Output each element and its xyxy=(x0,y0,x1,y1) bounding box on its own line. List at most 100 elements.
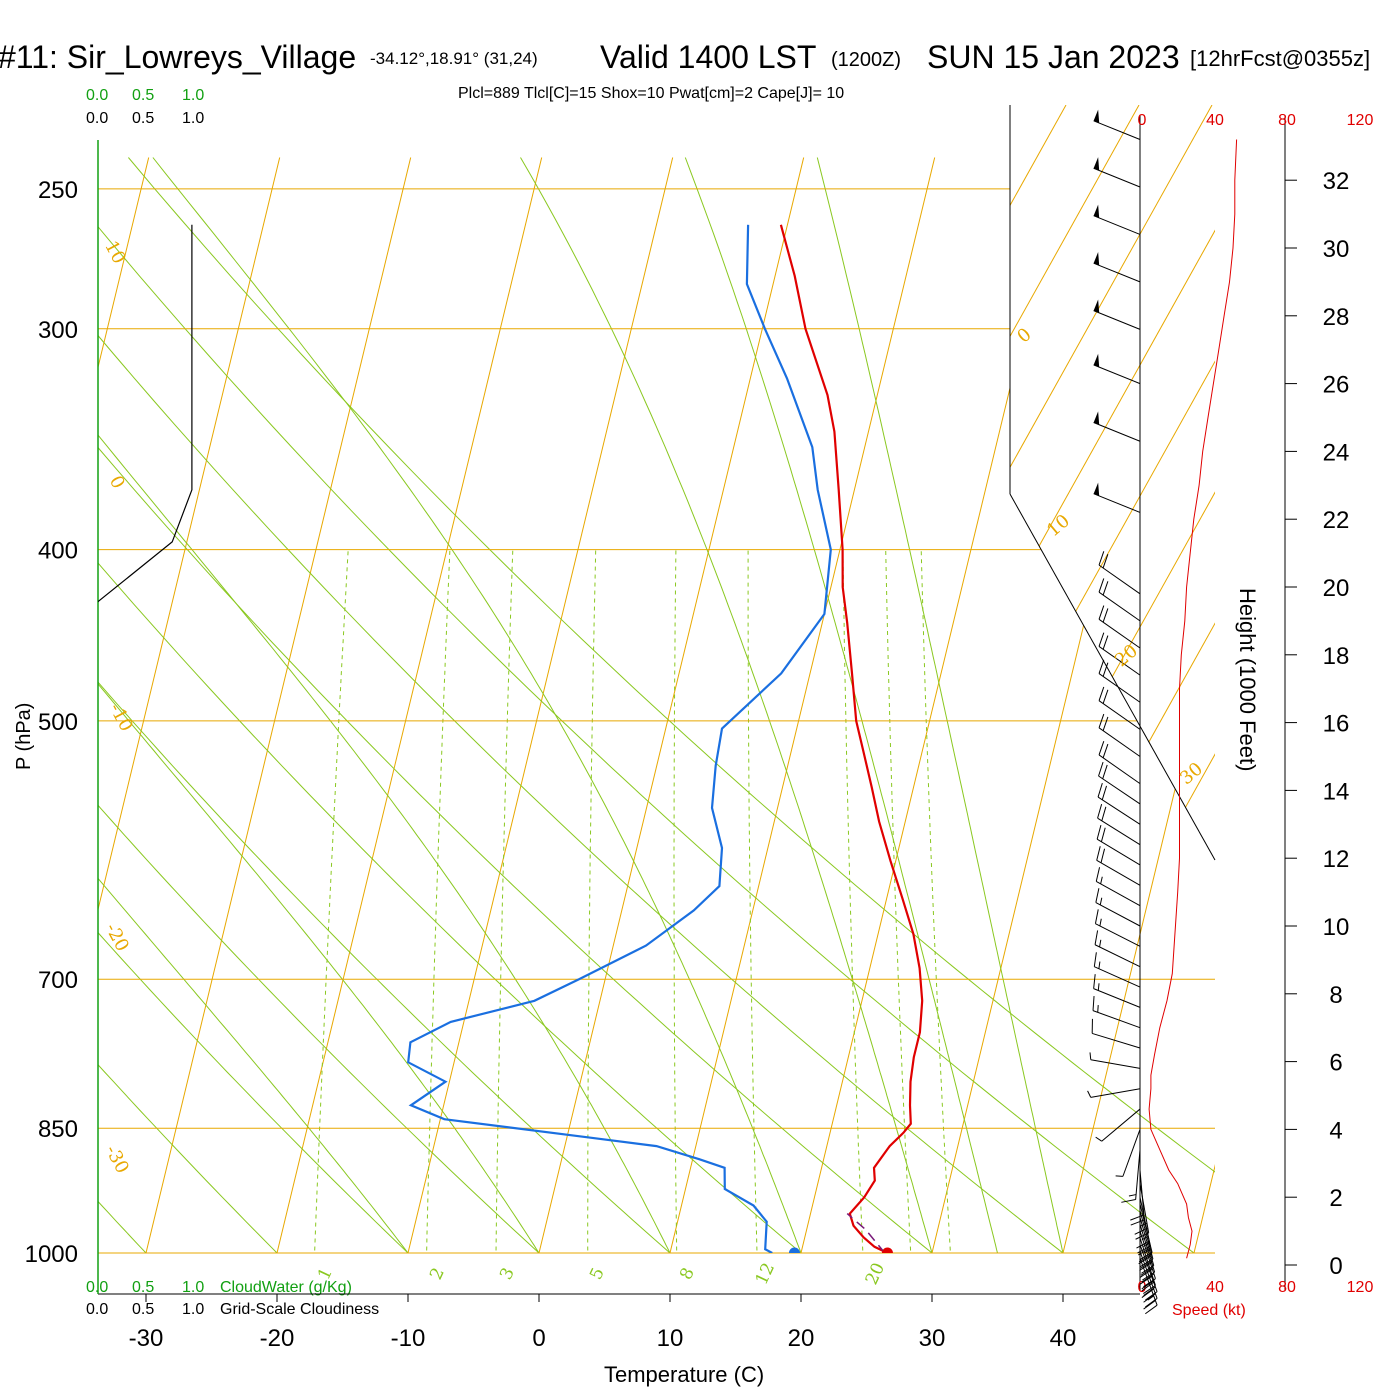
wind-barb xyxy=(1098,762,1141,805)
wind-barb xyxy=(1087,1088,1141,1098)
wind-speed-tick-top: 120 xyxy=(1347,112,1374,129)
wind-barb-feather xyxy=(1138,1253,1152,1263)
wind-barb xyxy=(1093,974,1141,1008)
station-coords: -34.12°,18.91° (31,24) xyxy=(370,49,538,68)
wind-barb-feather xyxy=(1102,608,1109,623)
height-tick-label: 12 xyxy=(1323,846,1350,873)
height-grid-line xyxy=(1155,105,1215,860)
mixing-ratio-label: 5 xyxy=(586,1265,609,1283)
wind-barb xyxy=(1093,353,1141,385)
wind-barb xyxy=(1138,1210,1154,1267)
pressure-tick-label: 1000 xyxy=(25,1241,78,1268)
wind-barb-feather xyxy=(1136,1240,1150,1249)
cloud-scale-bottom: 0.0 0.5 1.0 CloudWater (g/Kg) 0.0 0.5 1.… xyxy=(86,1279,379,1318)
temperature-tick-label: -10 xyxy=(391,1325,426,1352)
wind-barbs xyxy=(1087,109,1158,1315)
wind-barb-feather xyxy=(1143,1300,1156,1310)
wind-barb-feather xyxy=(1141,1280,1155,1290)
isotherm-line xyxy=(1053,157,1215,1253)
wind-barb-half-feather xyxy=(1087,1090,1092,1098)
wind-barb-feather xyxy=(1145,1304,1158,1315)
wind-barb-feather xyxy=(1137,1245,1151,1254)
wind-barb-half-feather xyxy=(1128,1194,1137,1197)
isotherm-line xyxy=(98,157,281,1253)
isotherm-label: -20 xyxy=(101,920,133,955)
wind-barb-feather xyxy=(1102,743,1109,758)
wind-barb xyxy=(1096,846,1141,886)
pressure-ticks: 250 300 400 500 700 850 1000 xyxy=(25,177,78,1268)
wind-speed-profile xyxy=(1148,139,1238,1259)
height-tick-label: 26 xyxy=(1323,372,1350,399)
height-tick-label: 30 xyxy=(1323,236,1350,263)
wind-barb-shaft xyxy=(1139,1170,1145,1220)
height-grid-line xyxy=(1010,105,1213,860)
wind-barb-shaft xyxy=(1098,775,1141,805)
cloud-scale-bottom-green-0: 0.0 xyxy=(86,1279,108,1296)
wind-barb-feather xyxy=(1139,1252,1153,1261)
isotherm-line xyxy=(267,157,543,1253)
mixing-ratio-line xyxy=(495,549,514,1253)
wind-barb-flag xyxy=(1093,109,1100,124)
isotherm-label: -30 xyxy=(101,1142,133,1177)
wind-barb-feather xyxy=(1141,1288,1154,1298)
wind-barb-feather xyxy=(1141,1265,1155,1274)
wind-barb-flag xyxy=(1093,482,1100,496)
surface-temperature-dot xyxy=(881,1247,893,1253)
wind-barb-feather xyxy=(1098,762,1104,777)
wind-barb-feather xyxy=(1140,1258,1154,1267)
cloud-scale-top-green-1: 0.5 xyxy=(132,87,154,104)
isotherm-label: 0 xyxy=(1013,324,1035,347)
wind-barb-half-feather xyxy=(1143,1242,1150,1247)
isotherm-label: 30 xyxy=(1176,758,1207,789)
wind-barb-feather xyxy=(1140,1275,1153,1285)
wind-barb-shaft xyxy=(1097,796,1141,825)
mixing-ratio-label: 2 xyxy=(426,1265,449,1283)
wind-barb-shaft xyxy=(1098,591,1141,622)
dewpoint-profile xyxy=(407,224,832,1253)
dry-adiabat-line xyxy=(98,157,448,1253)
wind-barb xyxy=(1097,804,1141,846)
wind-barb-shaft xyxy=(1095,902,1141,927)
dry-adiabat-line xyxy=(98,157,980,1253)
wind-barb xyxy=(1115,1129,1141,1177)
height-grid-line xyxy=(1302,105,1400,1253)
wind-barb-feather xyxy=(1098,605,1105,620)
wind-barb-shaft xyxy=(1092,1032,1141,1049)
wind-barb-feather xyxy=(1102,716,1109,731)
mixing-ratio-label: 8 xyxy=(676,1265,699,1283)
wind-barb-feather xyxy=(1130,1219,1145,1226)
wind-barb xyxy=(1098,551,1141,595)
cloud-scale-top-green-0: 0.0 xyxy=(86,87,108,104)
mixing-ratio-line xyxy=(885,549,914,1253)
cloud-scale-bottom-green-1: 0.5 xyxy=(132,1279,154,1296)
wind-barb xyxy=(1098,741,1141,785)
cloud-scale-top-black-2: 1.0 xyxy=(182,110,204,127)
wind-barb-half-feather xyxy=(1141,1235,1149,1241)
wind-barb-feather xyxy=(1102,554,1109,569)
wind-barb xyxy=(1091,1018,1141,1049)
wind-barb xyxy=(1121,1149,1141,1203)
mixing-ratio-line xyxy=(673,549,678,1253)
wind-barb xyxy=(1092,996,1141,1029)
temperature-tick-label: 0 xyxy=(532,1325,545,1352)
wind-barb-feather xyxy=(1143,1285,1156,1294)
wind-barb-half-feather xyxy=(1099,939,1102,948)
dry-adiabat-line xyxy=(98,157,1215,1253)
temperature-tick-label: -20 xyxy=(260,1325,295,1352)
wind-speed-label: Speed (kt) xyxy=(1172,1302,1246,1319)
wind-barb-feather xyxy=(1093,974,1096,989)
profiles xyxy=(98,224,924,1253)
dry-adiabat-line xyxy=(98,157,1112,1253)
wind-barb-feather xyxy=(1142,1271,1155,1281)
wind-barb-half-feather xyxy=(1143,1248,1151,1254)
wind-speed-tick-top: 80 xyxy=(1278,112,1296,129)
moist-adiabat-line xyxy=(98,157,540,1253)
wind-barb xyxy=(1093,109,1141,140)
cloudwater-label: CloudWater (g/Kg) xyxy=(220,1279,352,1296)
valid-time: Valid 1400 LST xyxy=(600,39,816,75)
plot-frame xyxy=(98,105,1286,1295)
wind-barb-feather xyxy=(1096,846,1101,861)
